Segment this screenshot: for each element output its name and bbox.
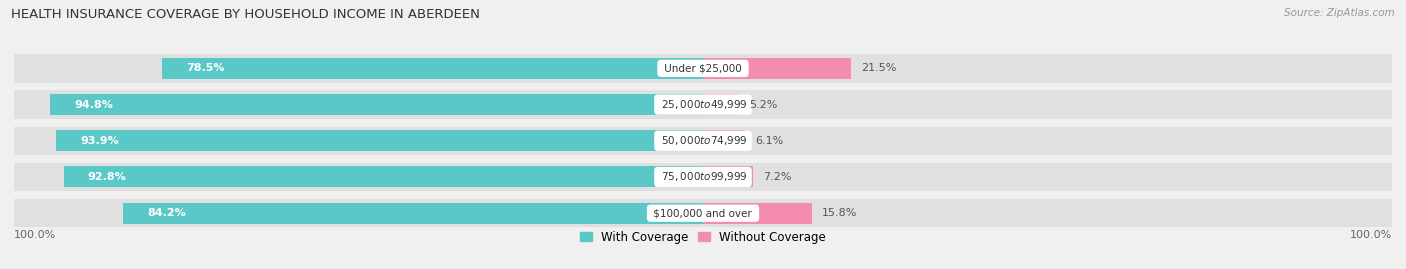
Bar	[63, 167, 703, 187]
Text: 6.1%: 6.1%	[755, 136, 783, 146]
Text: 5.2%: 5.2%	[749, 100, 778, 109]
Text: $100,000 and over: $100,000 and over	[651, 208, 755, 218]
Text: HEALTH INSURANCE COVERAGE BY HOUSEHOLD INCOME IN ABERDEEN: HEALTH INSURANCE COVERAGE BY HOUSEHOLD I…	[11, 8, 479, 21]
Text: $75,000 to $99,999: $75,000 to $99,999	[658, 171, 748, 183]
Bar	[14, 163, 1392, 191]
Text: 15.8%: 15.8%	[823, 208, 858, 218]
Bar	[14, 127, 1392, 155]
Text: 21.5%: 21.5%	[862, 63, 897, 73]
Bar	[56, 130, 703, 151]
Text: 94.8%: 94.8%	[75, 100, 112, 109]
Text: $50,000 to $74,999: $50,000 to $74,999	[658, 134, 748, 147]
Bar	[703, 130, 745, 151]
Text: 100.0%: 100.0%	[1350, 230, 1392, 240]
Bar	[703, 203, 811, 224]
Text: 93.9%: 93.9%	[80, 136, 120, 146]
Text: 7.2%: 7.2%	[763, 172, 792, 182]
Bar	[14, 199, 1392, 227]
Bar	[703, 58, 851, 79]
Legend: With Coverage, Without Coverage: With Coverage, Without Coverage	[578, 229, 828, 246]
Bar	[14, 90, 1392, 119]
Text: 78.5%: 78.5%	[186, 63, 225, 73]
Text: Source: ZipAtlas.com: Source: ZipAtlas.com	[1284, 8, 1395, 18]
Text: $25,000 to $49,999: $25,000 to $49,999	[658, 98, 748, 111]
Bar	[703, 167, 752, 187]
Text: 92.8%: 92.8%	[87, 172, 127, 182]
Text: 100.0%: 100.0%	[14, 230, 56, 240]
Text: Under $25,000: Under $25,000	[661, 63, 745, 73]
Bar	[162, 58, 703, 79]
Text: 84.2%: 84.2%	[148, 208, 186, 218]
Bar	[703, 94, 738, 115]
Bar	[49, 94, 703, 115]
Bar	[14, 54, 1392, 83]
Bar	[122, 203, 703, 224]
